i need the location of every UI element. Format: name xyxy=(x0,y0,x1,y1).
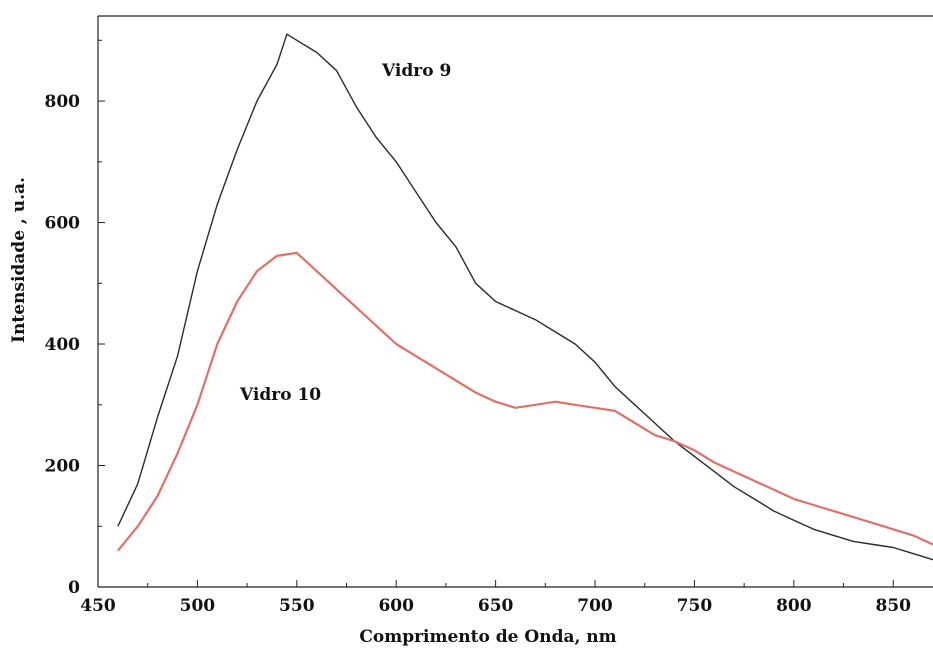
series-line-vidro-9 xyxy=(117,33,933,561)
y-axis-title: Intensidade , u.a. xyxy=(9,177,29,343)
label-layer: Intensidade , u.a. Comprimento de Onda, … xyxy=(9,61,617,647)
x-tick-label-650: 650 xyxy=(478,596,514,616)
x-tick-label-550: 550 xyxy=(279,596,315,616)
x-tick-label-600: 600 xyxy=(378,596,414,616)
y-tick-label-200: 200 xyxy=(45,457,81,477)
x-tick-label-750: 750 xyxy=(677,596,713,616)
x-tick-label-450: 450 xyxy=(80,596,116,616)
y-tick-label-800: 800 xyxy=(45,92,81,112)
axes-layer: 450 500 550 600 650 700 750 800 850 0 200 400 600 800 xyxy=(45,15,933,616)
x-tick-label-850: 850 xyxy=(875,596,911,616)
series-layer xyxy=(117,33,933,561)
series-label-vidro-10: Vidro 10 xyxy=(239,385,321,405)
x-axis-title: Comprimento de Onda, nm xyxy=(359,627,616,647)
y-tick-label-600: 600 xyxy=(45,214,81,234)
y-tick-label-400: 400 xyxy=(45,335,81,355)
y-tick-label-0: 0 xyxy=(68,578,80,598)
x-tick-label-700: 700 xyxy=(577,596,613,616)
series-label-vidro-9: Vidro 9 xyxy=(381,61,451,81)
x-tick-label-800: 800 xyxy=(776,596,812,616)
series-line-vidro-10 xyxy=(117,251,933,552)
x-tick-label-500: 500 xyxy=(180,596,216,616)
